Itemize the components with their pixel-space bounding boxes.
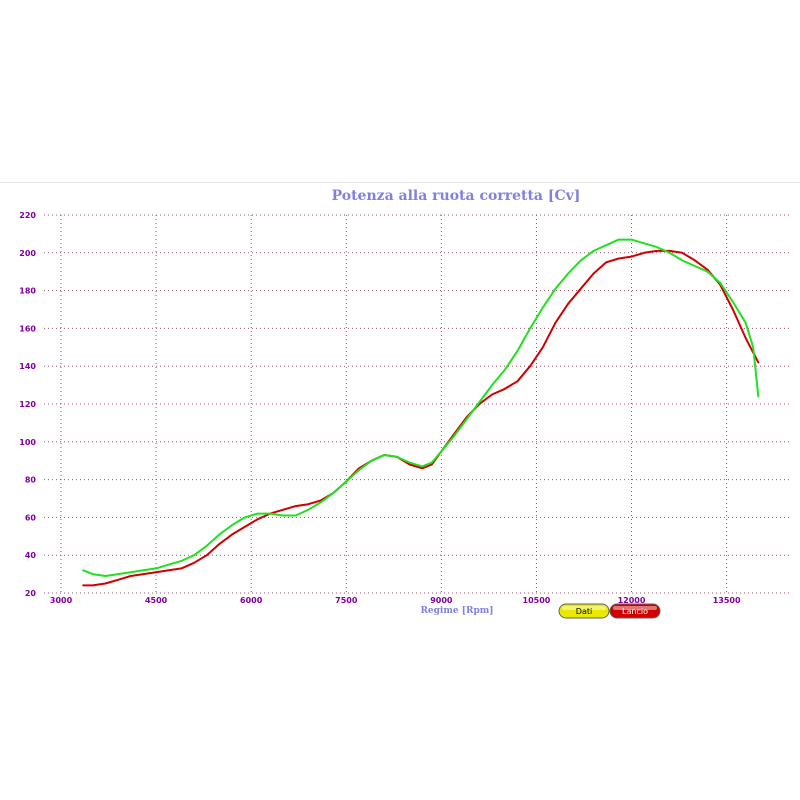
y-tick-label: 120 [19,400,36,409]
y-tick-label: 20 [25,589,37,598]
y-tick-label: 220 [19,211,36,220]
x-tick-label: 3000 [50,596,73,605]
x-tick-label: 12000 [618,596,646,605]
series-line-0 [82,249,760,587]
y-tick-label: 160 [19,324,36,333]
legend-label: Dati [576,607,592,616]
x-axis-label: Regime [Rpm] [420,606,493,616]
legend[interactable]: Dati Lancio [558,603,661,619]
legend-button-dati[interactable]: Dati [558,603,610,619]
x-axis-ticks: 3000 4500 6000 7500 9000 10500 12000 13500 [50,596,741,605]
series-line-1 [82,238,760,577]
y-tick-label: 60 [25,513,37,522]
x-tick-label: 4500 [145,596,168,605]
y-tick-label: 100 [19,438,36,447]
x-tick-label: 7500 [335,596,358,605]
legend-button-lancio[interactable]: Lancio [609,603,661,619]
y-tick-label: 200 [19,249,36,258]
y-tick-label: 40 [25,551,37,560]
y-tick-label: 140 [19,362,36,371]
x-tick-label: 6000 [240,596,263,605]
x-tick-label: 10500 [523,596,551,605]
y-axis-ticks: 20 40 60 80 100 120 140 160 180 200 220 [19,211,36,598]
legend-label: Lancio [622,607,648,616]
x-tick-label: 9000 [430,596,453,605]
x-tick-label: 13500 [713,596,741,605]
chart-title: Potenza alla ruota corretta [Cv] [332,188,581,204]
y-tick-label: 80 [25,476,37,485]
top-divider [0,182,800,183]
y-tick-label: 180 [19,287,36,296]
grid [44,214,790,594]
series-layer [82,238,760,587]
